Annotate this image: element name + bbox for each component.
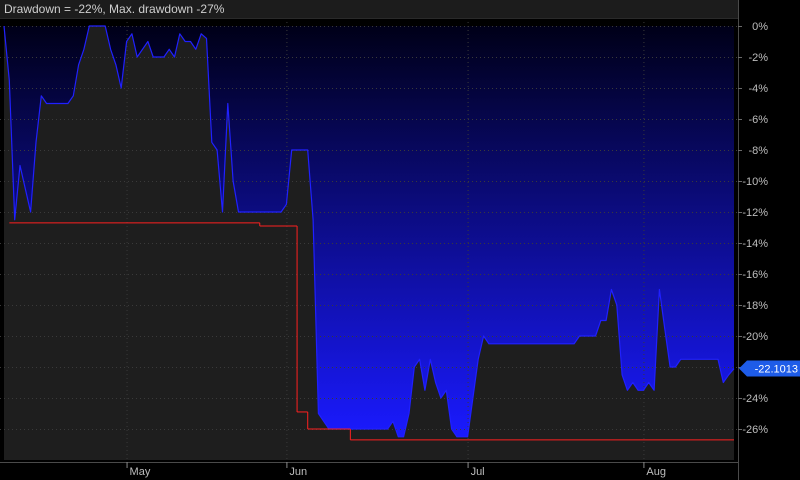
chart-header: Drawdown = -22%, Max. drawdown -27% xyxy=(0,0,738,19)
y-tick-label: -12% xyxy=(742,207,768,219)
y-tick-label: -4% xyxy=(748,83,768,95)
drawdown-area xyxy=(4,26,734,437)
x-tick-label: Aug xyxy=(646,466,666,478)
y-tick-label: -16% xyxy=(742,269,768,281)
y-tick-label: -18% xyxy=(742,300,768,312)
chart-title: Drawdown = -22%, Max. drawdown -27% xyxy=(4,2,225,16)
line-layer xyxy=(3,25,735,438)
drawdown-line xyxy=(3,25,735,438)
y-tick-label: -26% xyxy=(742,424,768,436)
y-tick-label: -6% xyxy=(748,114,768,126)
y-tick-label: -20% xyxy=(742,331,768,343)
current-value-box xyxy=(739,360,800,377)
y-tick-label: -10% xyxy=(742,176,768,188)
panel-area xyxy=(4,26,734,460)
max-drawdown-layer xyxy=(9,222,734,441)
current-value-label: -22.1013 xyxy=(755,364,798,376)
y-tick-label: -2% xyxy=(748,52,768,64)
x-axis: May Jun Jul Aug xyxy=(126,462,666,478)
grid-layer xyxy=(0,18,738,462)
x-tick-label: Jun xyxy=(289,466,307,478)
y-axis: 0% -2% -4% -6% -8% -10% -12% -14% -16% -18% -20% -2… xyxy=(738,21,768,436)
y-tick-label: 0% xyxy=(752,21,768,33)
x-tick-label: May xyxy=(130,466,151,478)
area-layer xyxy=(4,26,734,460)
y-tick-label: -24% xyxy=(742,393,768,405)
y-tick-label: -14% xyxy=(742,238,768,250)
x-tick-label: Jul xyxy=(471,466,485,478)
current-value-badge: -22.1013 xyxy=(739,360,800,377)
y-tick-label: -8% xyxy=(748,145,768,157)
